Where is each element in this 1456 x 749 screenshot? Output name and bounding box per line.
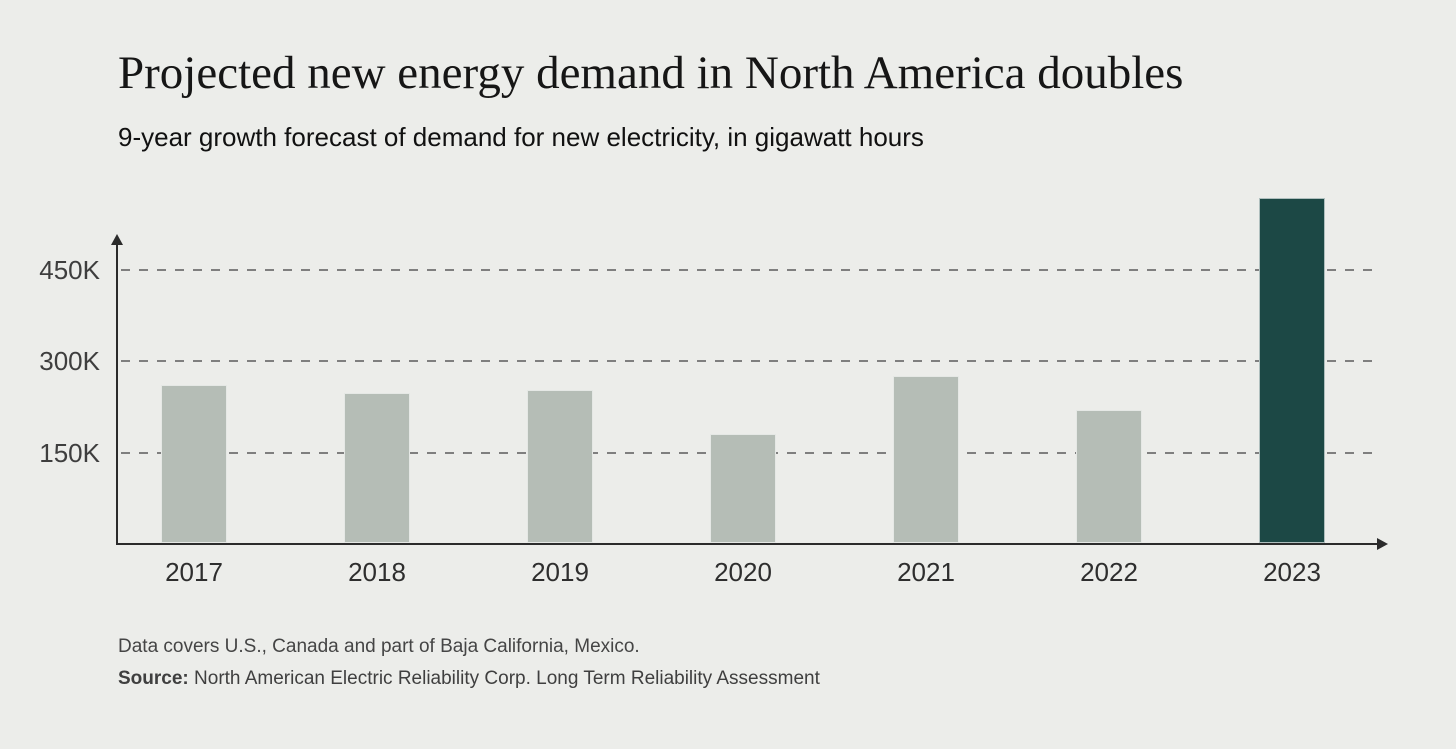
y-axis-arrow-icon (111, 234, 123, 245)
x-axis-label-2022: 2022 (1080, 557, 1138, 587)
bar-2021 (893, 376, 959, 543)
bar-2020 (710, 434, 776, 543)
bar-2018 (344, 393, 410, 543)
source-line: Source: North American Electric Reliabil… (118, 668, 820, 690)
x-axis-label-2020: 2020 (714, 557, 772, 587)
x-axis-label-2017: 2017 (165, 557, 223, 587)
source-text: North American Electric Reliability Corp… (188, 668, 820, 689)
y-axis-tick-label: 450K (39, 255, 100, 286)
chart-title: Projected new energy demand in North Ame… (118, 47, 1184, 99)
x-axis-label-2021: 2021 (897, 557, 955, 587)
x-axis-line (116, 543, 1378, 545)
x-axis-arrow-icon (1377, 538, 1388, 550)
x-axis-label-2018: 2018 (348, 557, 406, 587)
source-label: Source: (118, 668, 189, 689)
bar-2017 (161, 384, 227, 543)
y-axis-line (116, 243, 118, 545)
gridline-300K (121, 360, 1378, 363)
bar-2022 (1076, 410, 1142, 543)
y-axis-tick-label: 300K (39, 346, 100, 377)
bar-2023 (1259, 197, 1325, 543)
chart-subtitle: 9-year growth forecast of demand for new… (118, 122, 924, 152)
footnote: Data covers U.S., Canada and part of Baj… (118, 636, 640, 657)
bar-2019 (527, 389, 593, 543)
y-axis-tick-label: 150K (39, 437, 100, 468)
gridline-450K (121, 269, 1378, 272)
x-axis-label-2023: 2023 (1263, 557, 1321, 587)
x-axis-label-2019: 2019 (531, 557, 589, 587)
